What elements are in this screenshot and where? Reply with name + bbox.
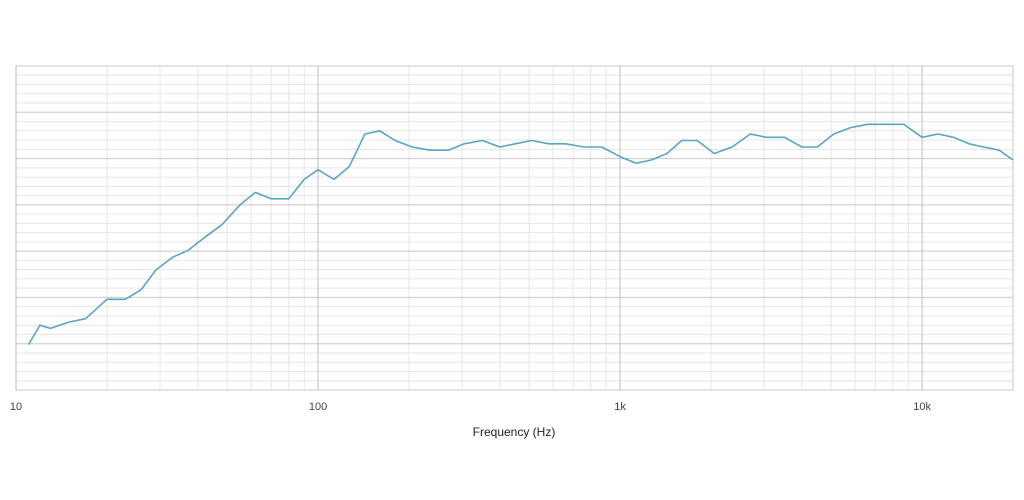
minor-grid: [16, 66, 1014, 390]
x-tick-label: 10: [10, 401, 22, 413]
series-line: [27, 123, 1014, 346]
major-grid: [15, 65, 1013, 391]
x-axis-title: Frequency (Hz): [473, 425, 556, 439]
x-tick-label: 100: [309, 401, 327, 413]
x-tick-label: 10k: [913, 401, 931, 413]
x-tick-labels: 10 100 1k 10k: [10, 401, 932, 413]
x-tick-label: 1k: [614, 401, 626, 413]
plot-frame: [15, 65, 1014, 391]
